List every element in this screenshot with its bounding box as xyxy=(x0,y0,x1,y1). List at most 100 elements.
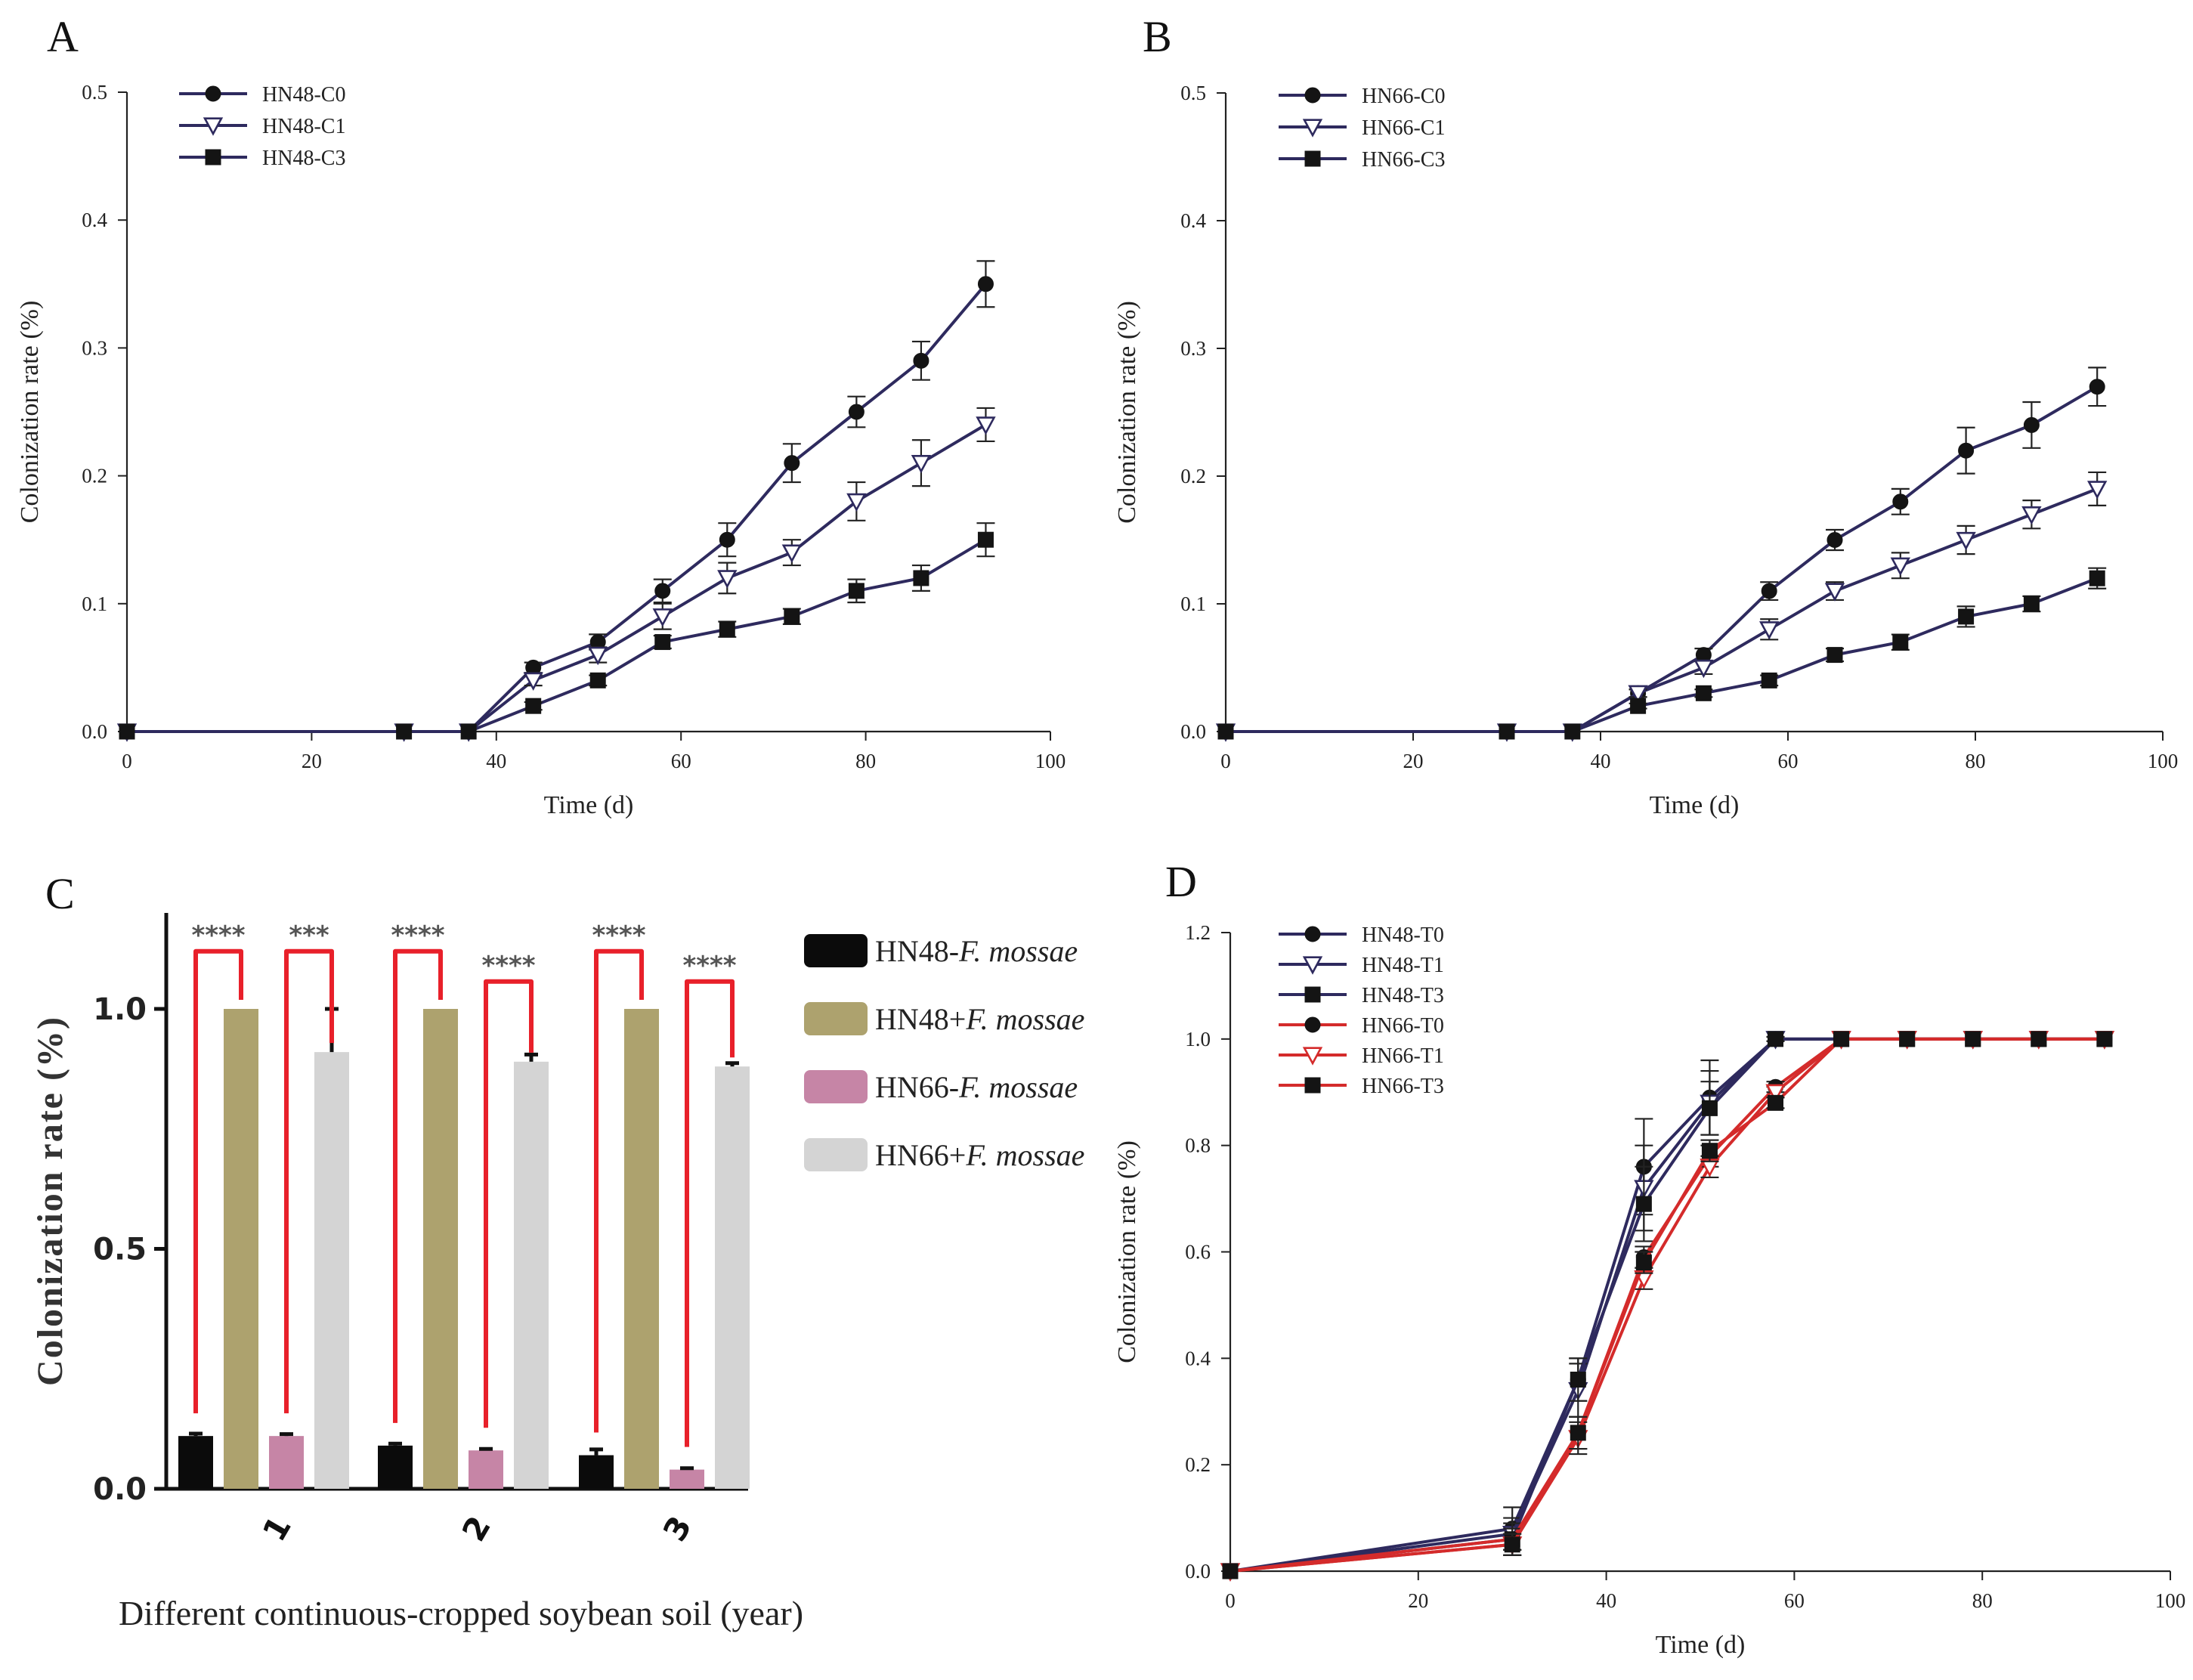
bar xyxy=(269,1436,304,1489)
legend-label: HN66-T3 xyxy=(1362,1075,1444,1098)
data-point xyxy=(1701,1100,1718,1116)
data-point xyxy=(654,583,671,599)
legend-marker xyxy=(1304,87,1321,104)
bar xyxy=(624,1009,659,1489)
data-point xyxy=(784,608,800,625)
data-point xyxy=(719,531,735,548)
data-point xyxy=(1761,583,1777,599)
chart-panel-d: D 0 20 40 60 80 100 0.0 0.2 0.4 0.6 0.8 1.0 1.2 Time (… xyxy=(1113,857,2185,1659)
legend-swatch xyxy=(804,1070,868,1103)
data-point xyxy=(1965,1031,1981,1047)
legend-marker xyxy=(1304,986,1321,1003)
legend-marker xyxy=(1304,1016,1321,1033)
x-axis-label: Different continuous-cropped soybean soi… xyxy=(119,1594,803,1632)
x-tick-label: 20 xyxy=(1408,1589,1428,1612)
data-point xyxy=(1701,1143,1718,1159)
data-point xyxy=(1695,685,1712,701)
legend-label-species: F. mossae xyxy=(965,1138,1084,1172)
data-point xyxy=(1826,647,1843,664)
x-tick-label: 100 xyxy=(1035,750,1066,772)
legend-label: HN48-F. mossae xyxy=(875,934,1078,968)
significance-label: **** xyxy=(391,920,444,951)
x-tick-label: 0 xyxy=(1225,1589,1236,1612)
y-tick-label: 0.0 xyxy=(1180,720,1206,743)
bar xyxy=(178,1436,213,1489)
y-tick-label: 0.5 xyxy=(93,1233,147,1267)
significance-label: **** xyxy=(682,951,736,981)
y-tick-label: 0.3 xyxy=(82,336,107,359)
x-tick-label: 60 xyxy=(1778,750,1799,772)
significance-label: *** xyxy=(289,920,329,951)
y-tick-label: 0.2 xyxy=(1180,465,1206,487)
legend-marker xyxy=(203,117,224,136)
legend-label: HN66-F. mossae xyxy=(875,1070,1078,1104)
data-point xyxy=(2089,570,2105,586)
y-tick-label: 0.4 xyxy=(1185,1347,1211,1369)
data-point xyxy=(2089,379,2105,395)
bar xyxy=(514,1061,549,1489)
legend-label: HN66-T0 xyxy=(1362,1014,1444,1038)
data-point xyxy=(1761,672,1777,688)
legend-marker xyxy=(1302,119,1323,138)
legend-label: HN66-C1 xyxy=(1362,116,1445,140)
data-point xyxy=(848,404,865,420)
data-point xyxy=(977,276,994,292)
data-point xyxy=(2031,1031,2047,1047)
legend-entry: HN48+F. mossae xyxy=(804,1002,1084,1036)
y-axis-label: Colonization rate (%) xyxy=(16,301,44,524)
data-point xyxy=(396,723,413,740)
series-hn66-t3 xyxy=(1222,1031,2113,1579)
bar xyxy=(314,1052,349,1489)
legend-entry: HN48-C0 xyxy=(179,83,345,107)
legend-entry: HN66-T1 xyxy=(1279,1044,1444,1068)
data-point xyxy=(1693,659,1714,679)
y-tick-label: 0.0 xyxy=(93,1472,147,1507)
y-tick-label: 0.1 xyxy=(1180,592,1206,615)
y-tick-label: 1.2 xyxy=(1185,921,1211,944)
y-tick-label: 0.4 xyxy=(1180,209,1206,232)
bar xyxy=(469,1450,503,1489)
series-hn66-c3 xyxy=(1217,567,2107,740)
y-tick-label: 0.0 xyxy=(1185,1560,1211,1583)
data-point xyxy=(588,646,608,666)
legend-entry: HN48-T3 xyxy=(1279,984,1444,1007)
legend-marker xyxy=(1304,926,1321,942)
x-tick-label: 80 xyxy=(1972,1589,1993,1612)
legend-entry: HN66+F. mossae xyxy=(804,1138,1084,1172)
data-point xyxy=(913,570,929,586)
legend-label: HN66+F. mossae xyxy=(875,1138,1084,1172)
y-axis-label: Colonization rate (%) xyxy=(30,1016,70,1386)
bar xyxy=(715,1066,750,1489)
x-tick-label: 80 xyxy=(1966,750,1986,772)
y-tick-label: 0.2 xyxy=(1185,1453,1211,1476)
legend-marker xyxy=(1304,150,1321,167)
data-point xyxy=(525,698,542,714)
data-point xyxy=(913,352,929,369)
data-point xyxy=(1217,723,1234,740)
bar xyxy=(579,1455,614,1489)
data-point xyxy=(977,531,994,548)
x-tick-label: 80 xyxy=(855,750,876,772)
data-point xyxy=(652,608,673,627)
data-point xyxy=(2023,416,2040,433)
legend-marker xyxy=(205,149,221,166)
data-point xyxy=(1768,1094,1784,1111)
legend-marker xyxy=(1304,1077,1321,1094)
data-point xyxy=(1564,723,1581,740)
legend-label-species: F. mossae xyxy=(958,934,1078,968)
legend-swatch xyxy=(804,1002,868,1035)
significance-bracket xyxy=(685,979,735,1447)
data-point xyxy=(719,621,735,638)
y-tick-label: 0.1 xyxy=(82,592,107,615)
x-tick-label: 0 xyxy=(122,750,132,772)
x-tick-label: 20 xyxy=(302,750,322,772)
legend-label: HN48-C0 xyxy=(262,83,345,107)
legend-marker xyxy=(1302,956,1323,975)
data-point xyxy=(1765,1084,1786,1103)
legend-label-prefix: HN66- xyxy=(875,1070,959,1104)
data-point xyxy=(1499,723,1515,740)
bar-group-1: 1**** *** xyxy=(178,920,349,1548)
legend-label: HN66-C0 xyxy=(1362,85,1445,108)
